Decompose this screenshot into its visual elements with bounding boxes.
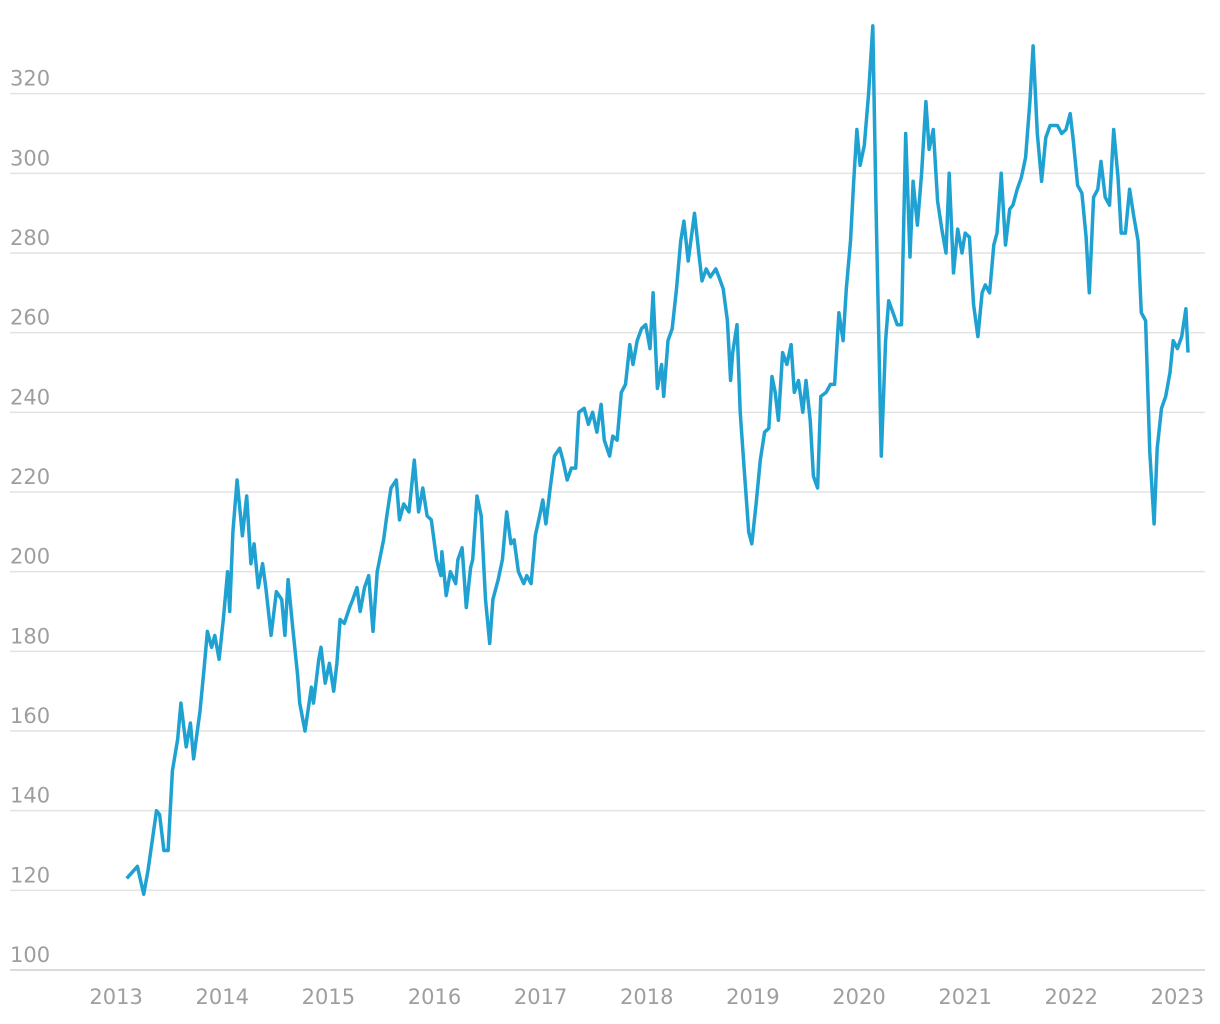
x-tick-label: 2020 [832,985,885,1009]
x-tick-label: 2016 [408,985,461,1009]
y-tick-label: 180 [10,624,50,648]
y-tick-label: 100 [10,943,50,967]
data-line [125,24,1190,897]
y-tick-label: 160 [10,704,50,728]
y-tick-label: 120 [10,863,50,887]
y-tick-label: 220 [10,465,50,489]
y-tick-label: 140 [10,784,50,808]
x-tick-label: 2021 [938,985,991,1009]
y-tick-label: 240 [10,385,50,409]
x-tick-label: 2023 [1151,985,1204,1009]
x-tick-label: 2022 [1045,985,1098,1009]
y-tick-label: 300 [10,146,50,170]
x-tick-label: 2017 [514,985,567,1009]
y-tick-label: 260 [10,306,50,330]
x-tick-label: 2018 [620,985,673,1009]
x-tick-label: 2019 [726,985,779,1009]
x-tick-label: 2015 [302,985,355,1009]
y-tick-label: 280 [10,226,50,250]
y-tick-label: 200 [10,545,50,569]
y-tick-label: 320 [10,67,50,91]
x-tick-label: 2013 [89,985,142,1009]
x-tick-label: 2014 [196,985,249,1009]
